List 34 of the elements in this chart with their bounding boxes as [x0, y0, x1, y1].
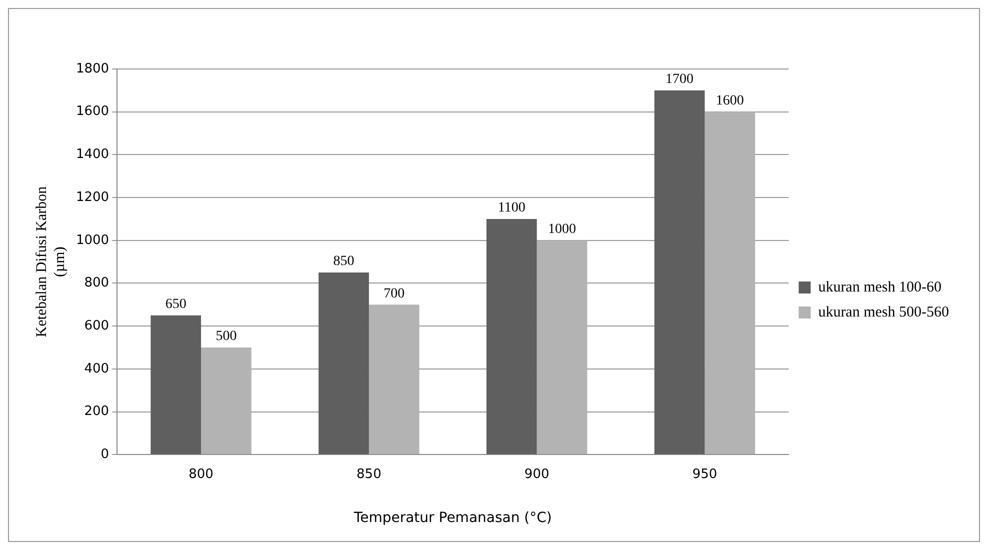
x-tick-label: 900: [524, 466, 550, 482]
data-label: 500: [216, 329, 237, 344]
y-tick-label: 400: [84, 361, 110, 376]
legend-label: ukuran mesh 500-560: [818, 304, 949, 320]
bar: [201, 347, 252, 454]
x-axis-title: Temperatur Pemanasan (°C): [352, 510, 552, 526]
bar: [318, 272, 369, 454]
y-tick-label: 1400: [76, 147, 110, 162]
bar: [150, 315, 202, 454]
data-label: 650: [165, 297, 186, 312]
legend-label: ukuran mesh 100-60: [818, 279, 942, 296]
y-tick-label: 800: [84, 276, 110, 291]
data-label: 1600: [716, 94, 744, 109]
y-tick-label: 1200: [76, 190, 110, 205]
x-tick-label: 800: [188, 466, 214, 482]
y-tick-label: 1600: [76, 104, 110, 120]
data-label: 850: [333, 254, 354, 270]
bar: [486, 218, 537, 454]
data-label: 1100: [498, 200, 526, 216]
bar: [536, 240, 588, 454]
y-tick-label: 600: [84, 318, 110, 334]
bar: [704, 112, 756, 454]
x-tick-label: 850: [356, 466, 382, 482]
x-tick-label: 950: [692, 466, 718, 482]
bar: [368, 304, 420, 454]
y-tick-label: 1800: [76, 61, 110, 76]
y-tick-label: 0: [100, 446, 110, 462]
y-axis-title: Ketebalan Difusi Karbon (µm): [34, 186, 68, 338]
data-label: 1000: [548, 222, 576, 238]
bar: [654, 90, 705, 454]
y-tick-label: 200: [84, 404, 110, 420]
data-label: 1700: [666, 72, 694, 88]
data-label: 700: [384, 286, 405, 302]
y-tick-label: 1000: [76, 232, 110, 248]
